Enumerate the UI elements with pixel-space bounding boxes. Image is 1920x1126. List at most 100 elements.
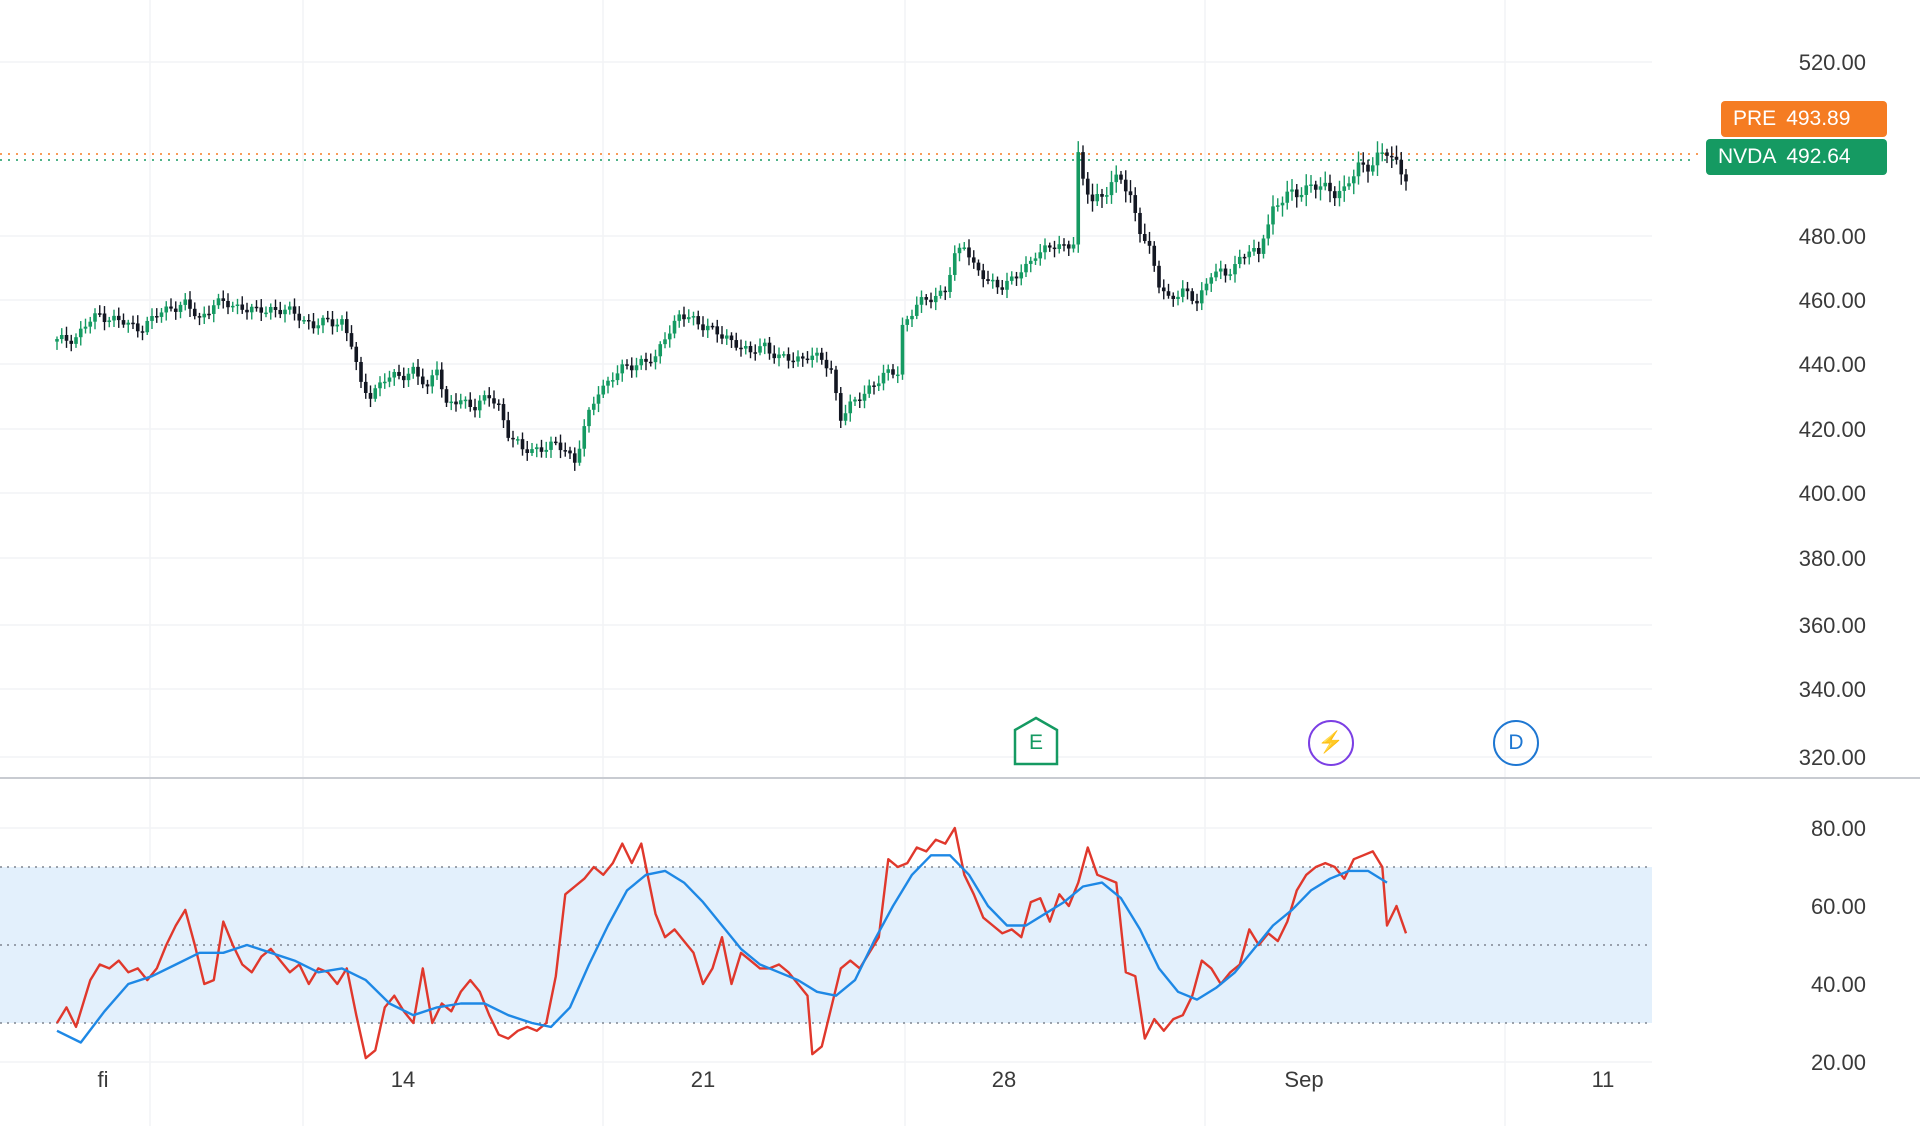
indicator-tick-label: 40.00 [1811, 972, 1866, 997]
candle-body [150, 316, 154, 321]
candle-body [1152, 245, 1157, 266]
candle-body [572, 453, 577, 463]
candle-body [1133, 195, 1138, 213]
time-tick-label: fi [98, 1067, 109, 1092]
candle-body [990, 279, 995, 282]
candle-body [948, 274, 952, 292]
candle-body [1252, 248, 1256, 252]
candle-body [1085, 178, 1090, 195]
candle-body [55, 339, 59, 342]
candle-body [1147, 240, 1152, 246]
candle-body [739, 347, 743, 350]
candle-body [867, 385, 872, 394]
price-tick-label: 400.00 [1799, 481, 1866, 506]
candle-body [74, 337, 78, 344]
candle-body [316, 325, 321, 329]
candle-body [1166, 291, 1171, 296]
candles [55, 141, 1408, 471]
time-tick-label: 14 [391, 1067, 415, 1092]
candle-body [496, 403, 501, 406]
split-marker[interactable]: ⚡ [1308, 720, 1354, 766]
candle-body [515, 439, 520, 441]
candle-body [463, 399, 468, 402]
candle-body [1342, 186, 1347, 191]
candle-body [235, 304, 240, 306]
candle-body [553, 441, 558, 444]
candle-body [900, 324, 905, 375]
candle-body [758, 346, 762, 353]
last-price-badge: NVDA 492.64 [1706, 139, 1887, 175]
pre-market-value: 493.89 [1786, 107, 1851, 130]
candle-body [1000, 287, 1005, 290]
candle-body [473, 407, 477, 411]
candle-body [302, 320, 306, 322]
candle-body [401, 375, 406, 381]
candle-body [1062, 244, 1066, 246]
price-tick-label: 320.00 [1799, 745, 1866, 770]
candle-body [653, 356, 658, 363]
pre-market-price-badge: PRE 493.89 [1721, 101, 1887, 137]
time-tick-label: 21 [691, 1067, 715, 1092]
candle-body [1005, 280, 1009, 290]
candle-body [677, 314, 682, 321]
candle-body [173, 308, 178, 312]
candle-body [872, 385, 876, 387]
candle-body [1171, 295, 1176, 299]
candle-body [97, 313, 102, 315]
candle-body [240, 304, 245, 310]
candle-body [1313, 184, 1318, 190]
candle-body [895, 374, 900, 377]
candle-body [145, 320, 150, 333]
candle-body [558, 442, 563, 451]
candle-body [781, 354, 786, 356]
candle-body [577, 448, 582, 463]
candle-body [164, 306, 169, 313]
candle-body [876, 383, 881, 387]
candle-body [534, 447, 539, 450]
candle-body [743, 346, 748, 349]
candle-body [373, 388, 378, 399]
candle-body [297, 313, 302, 321]
candle-body [1119, 174, 1123, 180]
candle-body [1014, 276, 1019, 279]
indicator-tick-label: 60.00 [1811, 894, 1866, 919]
candle-body [591, 403, 596, 410]
candle-body [905, 319, 910, 325]
time-tick-label: 28 [992, 1067, 1016, 1092]
candle-body [506, 420, 511, 438]
indicator-signal-line [56, 854, 1388, 1044]
candle-body [1038, 252, 1043, 259]
candle-body [724, 335, 729, 339]
candle-body [1066, 244, 1071, 249]
candle-body [943, 290, 948, 293]
candle-body [1237, 256, 1242, 265]
earnings-marker[interactable]: E [1013, 716, 1059, 766]
candle-body [354, 346, 359, 362]
dividend-marker[interactable]: D [1493, 720, 1539, 766]
candle-body [1290, 189, 1294, 192]
candle-body [1347, 183, 1351, 187]
candle-body [1204, 283, 1209, 291]
candle-body [625, 364, 629, 366]
candle-body [259, 307, 264, 313]
candle-body [1309, 184, 1313, 187]
candle-body [1233, 264, 1237, 275]
candle-body [639, 358, 644, 366]
candle-body [131, 322, 135, 325]
candle-body [914, 304, 919, 316]
candle-body [1071, 244, 1076, 249]
candle-body [420, 376, 425, 385]
candle-body [957, 247, 962, 254]
candle-body [1375, 152, 1380, 166]
candle-body [1161, 287, 1166, 292]
candle-body [1109, 182, 1114, 196]
candle-body [321, 317, 325, 326]
candle-body [1370, 165, 1375, 172]
candle-body [335, 324, 340, 327]
candle-body [387, 377, 392, 382]
candle-body [563, 450, 568, 452]
candle-body [1100, 194, 1104, 197]
candle-body [539, 447, 544, 452]
candle-body [596, 394, 601, 404]
